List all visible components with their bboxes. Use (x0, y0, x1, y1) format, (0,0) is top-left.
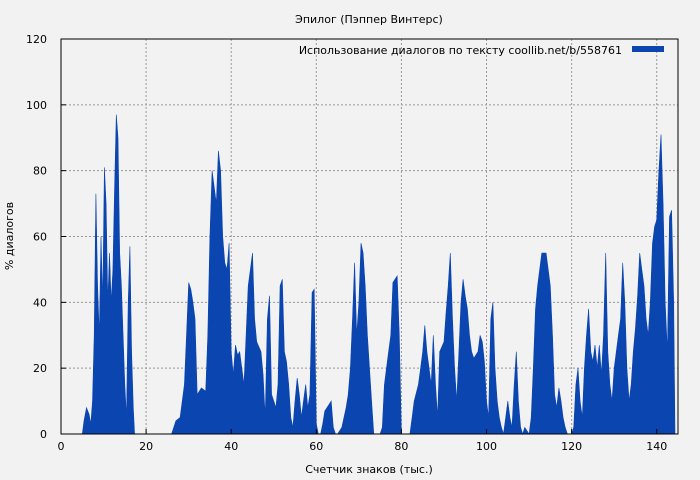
grid-layer (61, 39, 678, 434)
x-tick-label: 80 (394, 440, 408, 453)
y-tick-label: 60 (33, 231, 47, 244)
y-tick-label: 100 (26, 99, 47, 112)
x-tick-label: 60 (309, 440, 323, 453)
y-tick-label: 20 (33, 362, 47, 375)
x-tick-label: 20 (139, 440, 153, 453)
y-tick-label: 120 (26, 33, 47, 46)
legend-swatch (632, 46, 664, 52)
tick-layer: 0 20 40 60 80 100 120 140 0 20 40 60 80 100 120 (26, 33, 667, 453)
legend: Использование диалогов по тексту coollib… (299, 44, 664, 57)
x-tick-label: 100 (476, 440, 497, 453)
chart-title: Эпилог (Пэппер Винтерс) (295, 13, 443, 26)
x-tick-label: 120 (561, 440, 582, 453)
y-tick-label: 0 (40, 428, 47, 441)
series-area (61, 114, 676, 435)
x-tick-label: 140 (646, 440, 667, 453)
y-axis-label: % диалогов (3, 202, 16, 270)
x-tick-label: 0 (58, 440, 65, 453)
y-tick-label: 40 (33, 296, 47, 309)
y-tick-label: 80 (33, 165, 47, 178)
area-layer (61, 114, 676, 435)
legend-label: Использование диалогов по тексту coollib… (299, 44, 622, 57)
x-axis-label: Счетчик знаков (тыс.) (305, 463, 433, 476)
x-tick-label: 40 (224, 440, 238, 453)
